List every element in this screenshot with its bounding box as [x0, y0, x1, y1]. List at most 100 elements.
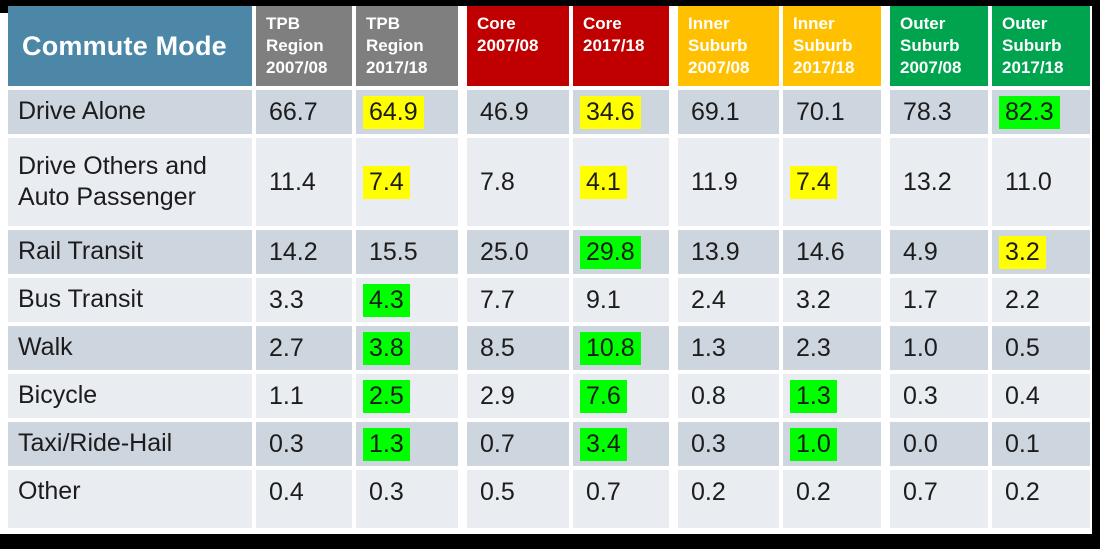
value-group: 7.7 9.1	[467, 278, 669, 322]
highlighted-value: 82.3	[999, 95, 1060, 129]
value-group: 0.0 0.1	[890, 422, 1090, 466]
value-group: 1.0 0.5	[890, 326, 1090, 370]
column-header: TPB Region 2017/18	[356, 6, 458, 86]
value-cell: 4.9	[890, 230, 988, 274]
value-cell: 66.7	[256, 90, 352, 134]
highlighted-value: 10.8	[580, 331, 641, 365]
frame-right-bar	[1092, 0, 1100, 549]
value-cell: 7.8	[467, 138, 569, 226]
value-cell: 69.1	[678, 90, 779, 134]
value-cell: 0.7	[573, 470, 669, 528]
value-cell: 0.3	[890, 374, 988, 418]
value-cell: 8.5	[467, 326, 569, 370]
value-group: 69.1 70.1	[678, 90, 881, 134]
value-cell: 7.6	[573, 374, 669, 418]
row-label: Taxi/Ride-Hail	[8, 422, 252, 466]
highlighted-value: 3.8	[363, 331, 410, 365]
value-group: 0.8 1.3	[678, 374, 881, 418]
value-group: 2.4 3.2	[678, 278, 881, 322]
value-cell: 0.3	[356, 470, 458, 528]
value-group: 1.7 2.2	[890, 278, 1090, 322]
value-cell: 14.6	[783, 230, 881, 274]
value-cell: 0.4	[992, 374, 1090, 418]
row-label: Bus Transit	[8, 278, 252, 322]
highlighted-value: 3.4	[580, 427, 627, 461]
value-cell: 11.9	[678, 138, 779, 226]
header-group: Core 2007/08 Core 2017/18	[467, 6, 669, 86]
highlighted-value: 1.3	[363, 427, 410, 461]
value-cell: 78.3	[890, 90, 988, 134]
value-cell: 0.2	[678, 470, 779, 528]
header-group: TPB Region 2007/08 TPB Region 2017/18	[256, 6, 458, 86]
value-cell: 0.8	[678, 374, 779, 418]
value-group: 13.2 11.0	[890, 138, 1090, 226]
frame-bottom-bar	[0, 534, 1100, 549]
value-group: 66.7 64.9	[256, 90, 458, 134]
value-cell: 2.9	[467, 374, 569, 418]
header-group: Inner Suburb 2007/08 Inner Suburb 2017/18	[678, 6, 881, 86]
value-group: 78.3 82.3	[890, 90, 1090, 134]
value-group: 2.7 3.8	[256, 326, 458, 370]
commute-mode-table: Commute Mode TPB Region 2007/08 TPB Regio…	[8, 6, 1090, 528]
highlighted-value: 7.6	[580, 379, 627, 413]
value-cell: 1.3	[356, 422, 458, 466]
value-group: 0.4 0.3	[256, 470, 458, 528]
value-cell: 29.8	[573, 230, 669, 274]
value-cell: 3.2	[783, 278, 881, 322]
value-group: 0.3 0.4	[890, 374, 1090, 418]
highlighted-value: 2.5	[363, 379, 410, 413]
value-cell: 0.5	[992, 326, 1090, 370]
value-cell: 2.7	[256, 326, 352, 370]
value-group: 0.7 0.2	[890, 470, 1090, 528]
value-cell: 3.8	[356, 326, 458, 370]
header-row: Commute Mode TPB Region 2007/08 TPB Regio…	[8, 6, 1090, 86]
value-cell: 0.4	[256, 470, 352, 528]
frame-corner	[0, 0, 8, 13]
value-cell: 4.1	[573, 138, 669, 226]
value-cell: 82.3	[992, 90, 1090, 134]
value-group: 1.3 2.3	[678, 326, 881, 370]
value-cell: 25.0	[467, 230, 569, 274]
value-cell: 1.1	[256, 374, 352, 418]
value-cell: 0.2	[783, 470, 881, 528]
value-cell: 1.3	[783, 374, 881, 418]
value-group: 0.3 1.3	[256, 422, 458, 466]
highlighted-value: 7.4	[790, 165, 837, 199]
value-cell: 3.2	[992, 230, 1090, 274]
table-row: Rail Transit 14.2 15.5 25.0 29.8 13.9 14.6 4.9 3…	[8, 230, 1090, 274]
column-header: Core 2007/08	[467, 6, 569, 86]
value-cell: 3.4	[573, 422, 669, 466]
value-cell: 11.4	[256, 138, 352, 226]
value-cell: 4.3	[356, 278, 458, 322]
table-row: Bus Transit 3.3 4.3 7.7 9.1 2.4 3.2 1.7 2.2	[8, 278, 1090, 322]
highlighted-value: 34.6	[580, 95, 641, 129]
value-cell: 64.9	[356, 90, 458, 134]
value-group: 14.2 15.5	[256, 230, 458, 274]
value-group: 46.9 34.6	[467, 90, 669, 134]
row-label: Rail Transit	[8, 230, 252, 274]
value-group: 11.4 7.4	[256, 138, 458, 226]
value-cell: 11.0	[992, 138, 1090, 226]
table-row: Taxi/Ride-Hail 0.3 1.3 0.7 3.4 0.3 1.0 0.0 0.1	[8, 422, 1090, 466]
table-row: Drive Others and Auto Passenger 11.4 7.4 7.…	[8, 138, 1090, 226]
value-group: 3.3 4.3	[256, 278, 458, 322]
value-cell: 0.3	[256, 422, 352, 466]
column-header: Core 2017/18	[573, 6, 669, 86]
value-cell: 2.5	[356, 374, 458, 418]
value-cell: 2.3	[783, 326, 881, 370]
value-cell: 10.8	[573, 326, 669, 370]
value-cell: 1.7	[890, 278, 988, 322]
highlighted-value: 4.3	[363, 283, 410, 317]
value-cell: 0.3	[678, 422, 779, 466]
value-cell: 2.2	[992, 278, 1090, 322]
row-label: Drive Alone	[8, 90, 252, 134]
highlighted-value: 64.9	[363, 95, 424, 129]
column-header: TPB Region 2007/08	[256, 6, 352, 86]
highlighted-value: 1.3	[790, 379, 837, 413]
value-cell: 1.3	[678, 326, 779, 370]
value-group: 11.9 7.4	[678, 138, 881, 226]
table-row: Walk 2.7 3.8 8.5 10.8 1.3 2.3 1.0 0.5	[8, 326, 1090, 370]
value-group: 0.7 3.4	[467, 422, 669, 466]
value-cell: 15.5	[356, 230, 458, 274]
value-cell: 9.1	[573, 278, 669, 322]
